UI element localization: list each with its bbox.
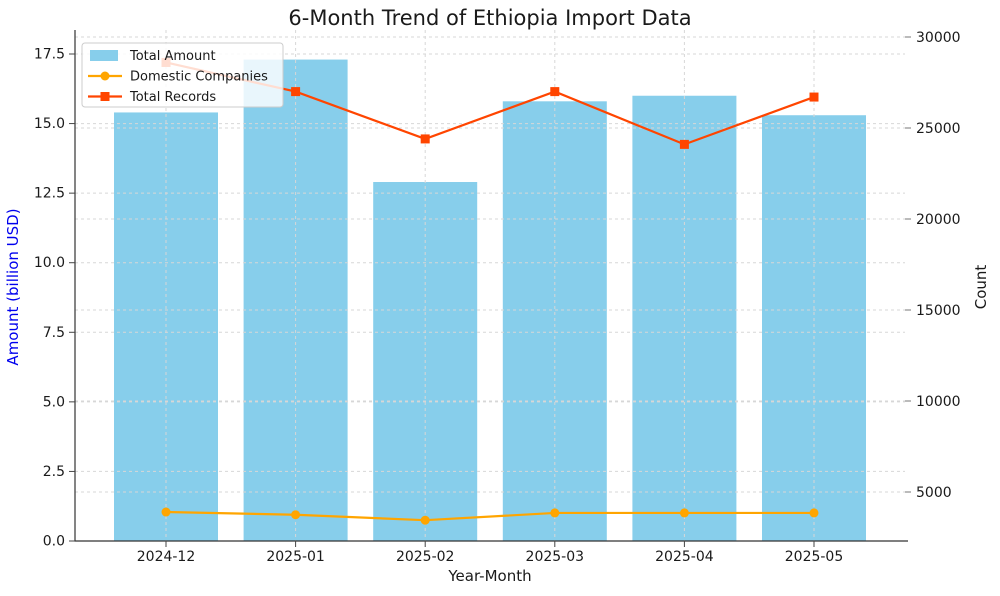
legend-box: [81, 42, 284, 108]
square-marker-icon: [100, 92, 110, 101]
domestic-companies-marker-2025-05: [809, 508, 819, 518]
total-records-marker-2025-02: [420, 134, 430, 144]
x-tick-label-2025-04: 2025-04: [655, 549, 714, 565]
left-y-tick-label-5.0: 5.0: [43, 394, 65, 410]
left-y-axis-label: Amount (billion USD): [4, 208, 22, 365]
legend-item-total-amount: Total Amount: [90, 49, 216, 64]
domestic-companies-marker-2025-01: [291, 510, 301, 520]
right-y-axis-label: Count: [972, 265, 990, 310]
total-records-marker-2025-03: [550, 87, 560, 97]
left-y-tick-label-0.0: 0.0: [43, 534, 65, 550]
domestic-companies-marker-2025-02: [420, 515, 430, 525]
domestic-companies-marker-2024-12: [161, 507, 171, 517]
left-y-tick-label-17.5: 17.5: [34, 47, 65, 63]
legend-label: Domestic Companies: [130, 70, 268, 85]
total-records-marker-2025-01: [291, 87, 301, 97]
bars-layer: [114, 59, 866, 542]
right-y-tick-label-30000: 30000: [916, 30, 961, 46]
left-y-tick-label-2.5: 2.5: [43, 464, 65, 480]
x-tick-label-2025-03: 2025-03: [526, 549, 585, 565]
tick-labels-layer: 0.0 2.5 5.0 7.5 10.0 12.5 15.0 17.5 5000 10000 150…: [34, 30, 961, 565]
legend: Total Amount Domestic Companies Total Re…: [81, 42, 284, 108]
axes-layer: [69, 30, 911, 547]
right-y-tick-label-25000: 25000: [916, 121, 961, 137]
left-y-tick-label-10.0: 10.0: [34, 255, 65, 271]
x-tick-label-2025-01: 2025-01: [266, 549, 325, 565]
chart-title: 6-Month Trend of Ethiopia Import Data: [288, 6, 691, 30]
domestic-companies-line: [165, 510, 814, 522]
total-records-marker-2025-05: [809, 92, 819, 102]
right-y-tick-label-10000: 10000: [916, 394, 961, 410]
x-tick-label-2025-05: 2025-05: [785, 549, 844, 565]
left-y-tick-label-12.5: 12.5: [34, 186, 65, 202]
gridlines-layer: [75, 30, 905, 541]
left-y-tick-label-15.0: 15.0: [34, 116, 65, 132]
total-amount-swatch-icon: [90, 50, 118, 61]
x-axis-label: Year-Month: [447, 567, 531, 585]
legend-item-domestic-companies: Domestic Companies: [88, 70, 268, 85]
x-tick-label-2025-02: 2025-02: [396, 549, 455, 565]
right-y-tick-label-20000: 20000: [916, 212, 961, 228]
circle-marker-icon: [100, 71, 110, 81]
domestic-companies-marker-2025-03: [550, 508, 560, 518]
legend-item-total-records: Total Records: [88, 90, 216, 105]
domestic-companies-marker-2025-04: [679, 508, 689, 518]
total-records-marker-2025-04: [679, 139, 689, 149]
x-tick-label-2024-12: 2024-12: [137, 549, 196, 565]
bar-2025-05: [762, 115, 866, 542]
legend-label: Total Records: [129, 90, 216, 105]
left-y-tick-label-7.5: 7.5: [43, 325, 65, 341]
legend-label: Total Amount: [129, 49, 216, 64]
right-y-tick-label-5000: 5000: [916, 485, 952, 501]
right-y-tick-label-15000: 15000: [916, 303, 961, 319]
